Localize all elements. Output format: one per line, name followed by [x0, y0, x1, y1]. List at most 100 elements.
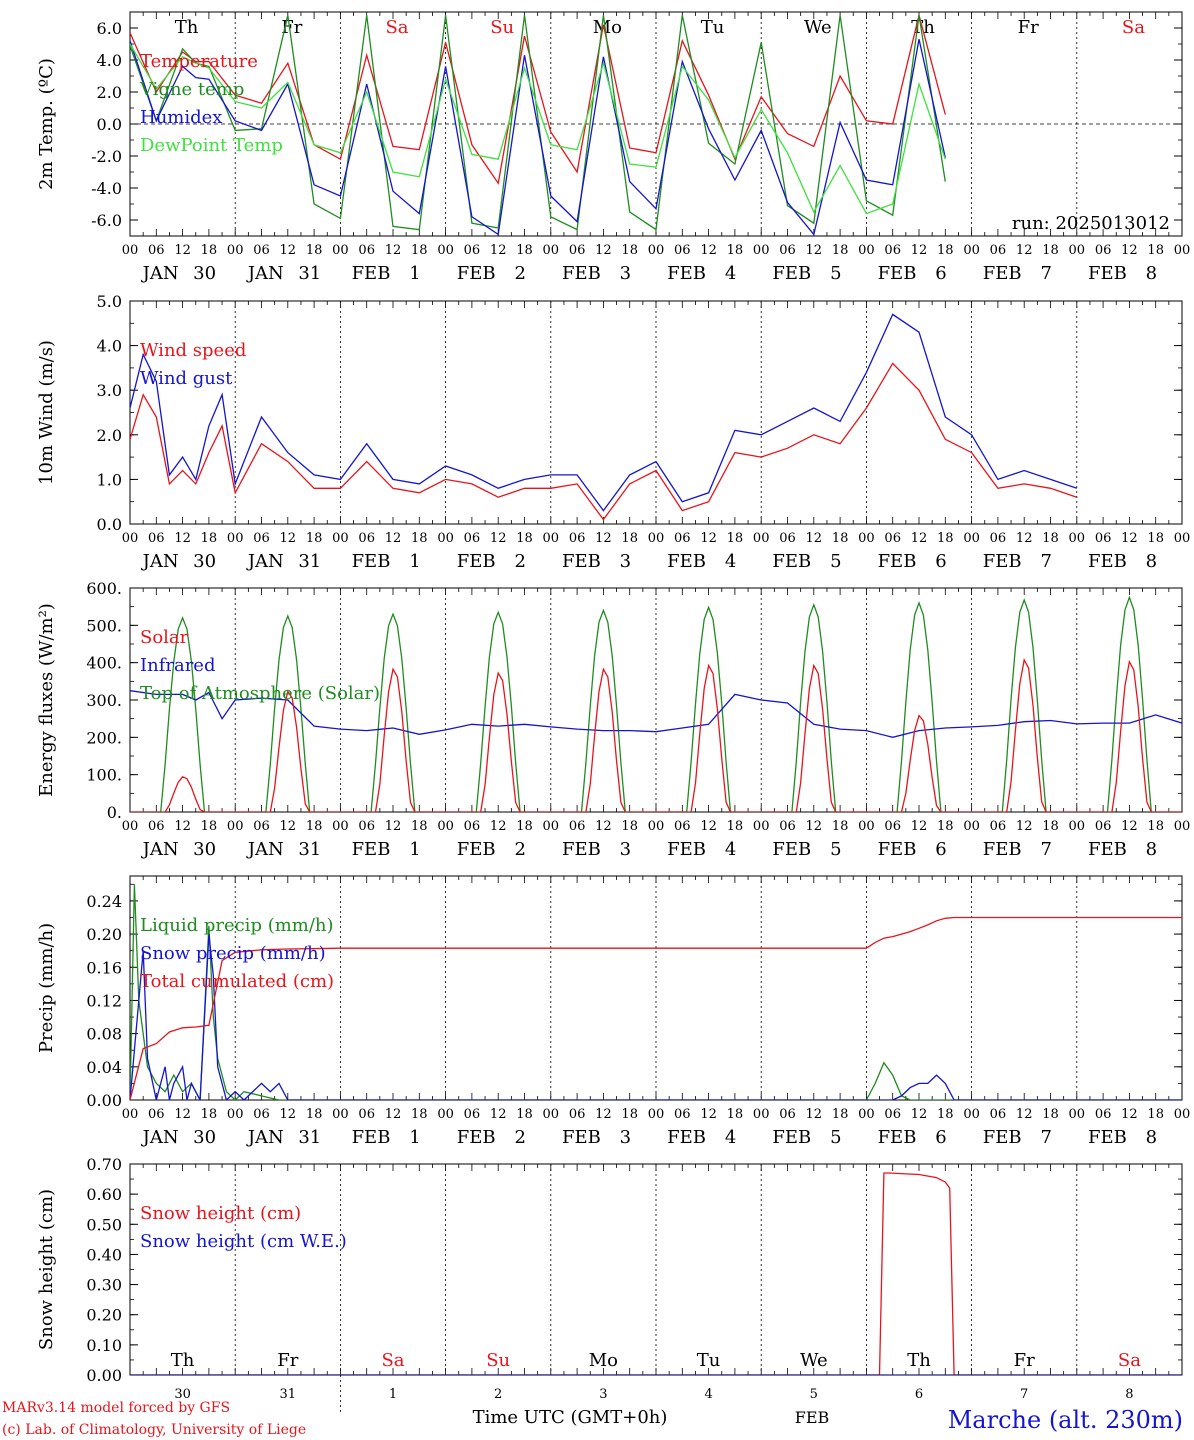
date-month-label: FEB [352, 551, 391, 572]
hour-tick-label: 06 [569, 243, 586, 258]
date-day-label: 4 [725, 839, 736, 860]
hour-tick-label: 18 [832, 531, 849, 546]
hour-tick-label: 06 [148, 819, 165, 834]
y-tick-label: 300. [86, 691, 122, 710]
hour-tick-label: 18 [832, 1107, 849, 1122]
hour-tick-label: 06 [990, 531, 1007, 546]
weekday-label: Fr [277, 1350, 298, 1371]
weekday-label: Mo [589, 1350, 618, 1371]
weekday-label: Th [907, 1350, 931, 1371]
hour-tick-label: 12 [385, 531, 402, 546]
hour-tick-label: 06 [1095, 819, 1112, 834]
panel-energy: 0. 100. 200. 300. 400. 500. 600. Energy fluxes … [36, 579, 1190, 860]
hour-tick-label: 18 [1042, 819, 1059, 834]
hour-tick-label: 12 [1121, 1107, 1138, 1122]
date-month-label: FEB [772, 839, 811, 860]
date-month-label: FEB [983, 263, 1022, 284]
hour-tick-label: 18 [832, 819, 849, 834]
y-tick-label: 0.0 [97, 515, 122, 534]
date-day-label: 3 [620, 1127, 631, 1148]
date-day-label: 5 [830, 1127, 841, 1148]
hour-tick-label: 12 [1121, 531, 1138, 546]
hour-tick-label: 06 [148, 531, 165, 546]
date-month-label: FEB [772, 551, 811, 572]
hour-tick-label: 12 [385, 819, 402, 834]
date-day-label: 3 [599, 1387, 607, 1402]
date-day-label: 6 [935, 839, 946, 860]
hour-tick-label: 00 [1174, 1107, 1191, 1122]
hour-tick-label: 18 [727, 531, 744, 546]
date-day-label: 30 [174, 1387, 191, 1402]
series-dewpoint-temp-line [130, 43, 946, 215]
panel-temp: -6.0 -4.0 -2.0 0.0 2.0 4.0 6.0 2m Temp. (ºC) 00 0… [36, 11, 1190, 284]
hour-tick-label: 12 [174, 243, 191, 258]
hour-tick-label: 00 [332, 243, 349, 258]
hour-tick-label: 06 [358, 531, 375, 546]
date-day-label: 2 [494, 1387, 502, 1402]
date-month-label: FEB [878, 263, 917, 284]
hour-tick-label: 18 [727, 243, 744, 258]
date-day-label: 8 [1146, 1127, 1157, 1148]
hour-tick-label: 18 [621, 1107, 638, 1122]
hour-tick-label: 00 [543, 819, 560, 834]
hour-tick-label: 06 [253, 819, 270, 834]
hour-tick-label: 18 [937, 531, 954, 546]
weekday-label: Sa [385, 17, 408, 38]
series-temperature-line [130, 15, 946, 185]
hour-tick-label: 00 [648, 531, 665, 546]
hour-tick-label: 18 [306, 531, 323, 546]
hour-tick-label: 18 [201, 819, 218, 834]
hour-tick-label: 06 [990, 243, 1007, 258]
date-month-label: FEB [457, 263, 496, 284]
hour-tick-label: 00 [437, 819, 454, 834]
hour-tick-label: 18 [727, 1107, 744, 1122]
legend-entry: Temperature [140, 51, 258, 72]
date-month-label: JAN [246, 263, 284, 284]
hour-tick-label: 12 [280, 531, 297, 546]
date-day-label: 7 [1040, 263, 1051, 284]
hour-tick-label: 00 [858, 819, 875, 834]
weekday-label: Sa [1122, 17, 1145, 38]
date-month-label: FEB [1088, 263, 1127, 284]
y-tick-label: 2.0 [97, 426, 122, 445]
date-month-label: FEB [1088, 551, 1127, 572]
series-wind-gust-line [130, 313, 1078, 512]
date-month-label: FEB [983, 1127, 1022, 1148]
date-day-label: 8 [1146, 839, 1157, 860]
hour-tick-label: 00 [227, 243, 244, 258]
hour-tick-label: 00 [437, 243, 454, 258]
date-day-label: 31 [298, 1127, 321, 1148]
date-month-label: FEB [457, 1127, 496, 1148]
date-day-label: 2 [514, 839, 525, 860]
hour-tick-label: 06 [358, 819, 375, 834]
hour-tick-label: 12 [595, 819, 612, 834]
y-tick-label: 0.40 [86, 1245, 122, 1264]
hour-tick-label: 18 [621, 819, 638, 834]
hour-tick-label: 12 [595, 243, 612, 258]
date-day-label: 1 [409, 839, 420, 860]
hour-tick-label: 12 [700, 531, 717, 546]
hour-tick-label: 00 [753, 1107, 770, 1122]
hour-tick-label: 18 [1147, 531, 1164, 546]
hour-tick-label: 12 [1016, 243, 1033, 258]
panel-precip: 0.00 0.04 0.08 0.12 0.16 0.20 0.24 Precip (mm/h… [36, 875, 1191, 1148]
hour-tick-label: 00 [543, 531, 560, 546]
series-snow-height-cm-line [130, 1172, 1182, 1375]
hour-tick-label: 12 [280, 243, 297, 258]
hour-tick-label: 12 [806, 819, 823, 834]
hour-tick-label: 06 [1095, 1107, 1112, 1122]
series-humidex-line [130, 39, 946, 236]
hour-tick-label: 06 [148, 1107, 165, 1122]
hour-tick-label: 00 [1069, 531, 1086, 546]
date-day-label: 7 [1040, 551, 1051, 572]
model-credit: MARv3.14 model forced by GFS [2, 1400, 230, 1416]
y-tick-label: 0.12 [86, 991, 122, 1010]
date-day-label: 5 [810, 1387, 818, 1402]
hour-tick-label: 06 [148, 243, 165, 258]
hour-tick-label: 06 [990, 819, 1007, 834]
hour-tick-label: 00 [963, 819, 980, 834]
y-tick-label: 1.0 [97, 470, 122, 489]
hour-tick-label: 12 [490, 819, 507, 834]
hour-tick-label: 06 [674, 819, 691, 834]
